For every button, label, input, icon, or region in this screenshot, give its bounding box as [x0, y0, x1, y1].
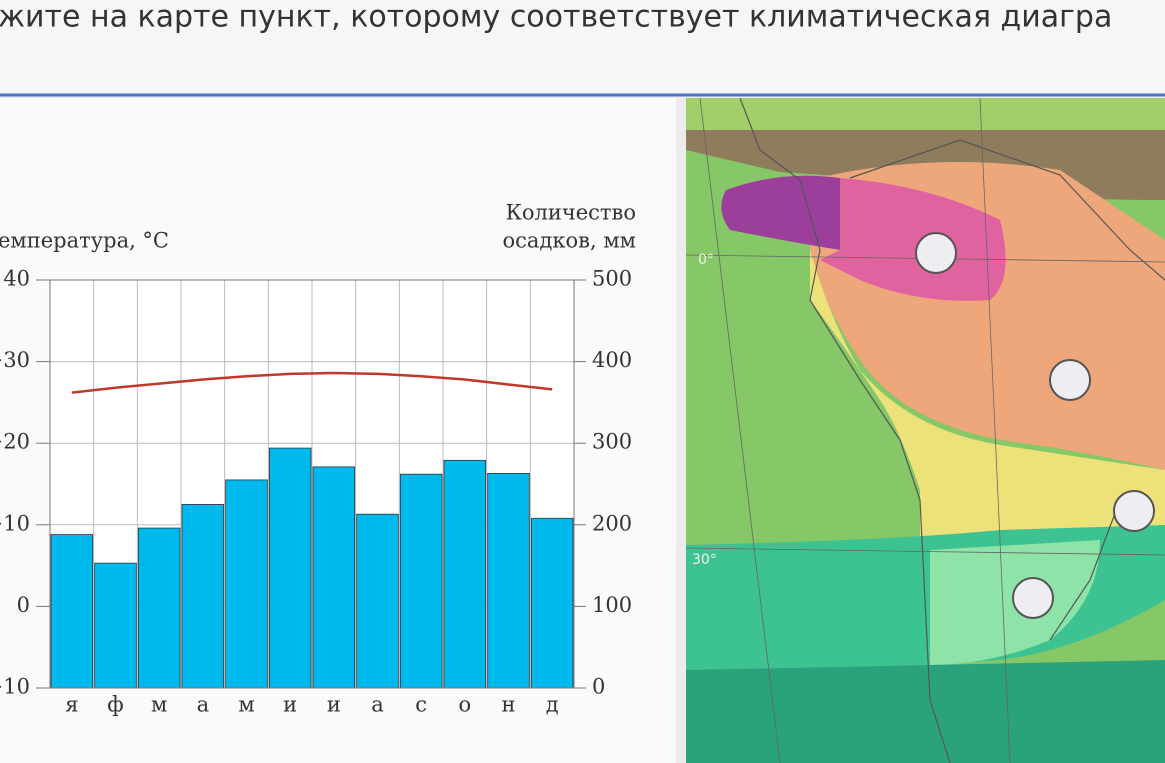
y2-tick-label: 200 [592, 511, 632, 535]
bar [312, 466, 356, 689]
y-axis-label: емпература, °C [0, 229, 169, 253]
map-point[interactable] [1049, 359, 1091, 401]
y2-tick-label: 400 [592, 348, 632, 372]
map-point[interactable] [1012, 577, 1054, 619]
y-tick-label: −10 [0, 675, 30, 699]
bar [94, 562, 137, 689]
y2-tick-label: 300 [592, 430, 632, 454]
bar [487, 472, 530, 689]
bar [530, 517, 574, 689]
y2-tick-label: 500 [592, 267, 632, 291]
task-title: жите на карте пункт, которому соответств… [0, 0, 1112, 35]
x-tick-label: д [546, 693, 559, 717]
bar [356, 513, 399, 689]
bar [399, 473, 443, 689]
y2-axis-label: осадков, мм [503, 229, 636, 253]
bar [137, 527, 181, 689]
map-label: 0° [698, 252, 714, 268]
x-tick-label: ф [107, 693, 123, 717]
y-tick-label: 40 [3, 267, 30, 291]
bar [225, 479, 268, 689]
meridian [979, 98, 1011, 763]
y-tick-label: +30 [0, 348, 30, 372]
x-tick-label: м [238, 693, 254, 717]
y-tick-label: +20 [0, 430, 30, 454]
map-point[interactable] [915, 232, 957, 274]
plot: 40 +30 +20 +10 0 −10 0 100 200 300 400 500 я ф м а м и и а с… [0, 267, 632, 717]
map: 0° 30° [686, 98, 1165, 763]
map-zone [820, 178, 1006, 301]
x-tick-label: и [327, 693, 341, 717]
y2-tick-label: 0 [592, 675, 605, 699]
y2-tick-label: 100 [592, 593, 632, 617]
bar [50, 534, 94, 689]
y2-axis-label: Количество [506, 201, 636, 225]
plot-frame [49, 279, 575, 689]
meridian [699, 98, 781, 763]
map-label: 30° [692, 552, 717, 568]
x-tick-label: а [197, 693, 210, 717]
x-tick-label: о [459, 693, 472, 717]
map-zone [721, 175, 840, 250]
header-bg [0, 0, 1165, 95]
bar [181, 503, 225, 689]
map-zone [810, 250, 1165, 545]
x-tick-label: а [371, 693, 384, 717]
bar [268, 447, 312, 689]
coastline [849, 139, 1165, 641]
x-tick-label: я [65, 693, 78, 717]
x-tick-label: н [502, 693, 516, 717]
y-tick-label: 0 [17, 593, 30, 617]
x-tick-label: с [415, 693, 427, 717]
map-point[interactable] [1113, 490, 1155, 532]
bar [443, 459, 487, 689]
coastline [739, 98, 951, 763]
map-zone [686, 98, 1165, 130]
x-tick-label: и [283, 693, 297, 717]
temperature-line [71, 371, 553, 394]
map-zone [686, 660, 1165, 763]
y-tick-label: +10 [0, 511, 30, 535]
x-tick-label: м [151, 693, 167, 717]
parallel [686, 547, 1165, 556]
